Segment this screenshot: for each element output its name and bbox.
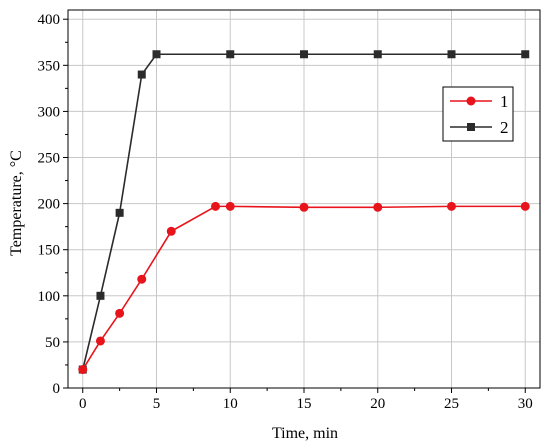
legend: 12 [442, 86, 514, 142]
series-2-line [81, 53, 526, 370]
series-layer [78, 50, 530, 375]
series-2-point [115, 208, 124, 217]
x-tick-label: 20 [370, 396, 385, 412]
series-2 [78, 50, 530, 374]
x-tick-label: 0 [79, 396, 87, 412]
series-1-point [520, 201, 530, 211]
series-1-point [115, 308, 125, 318]
series-1-point [95, 336, 105, 346]
legend-swatch-marker [466, 96, 476, 106]
series-1-point [225, 201, 235, 211]
series-1-point [211, 201, 220, 211]
series-1-point [166, 226, 176, 236]
x-tick-label: 5 [153, 396, 161, 412]
x-tick-label: 30 [518, 396, 533, 412]
series-2-point [96, 291, 105, 300]
y-tick-label: 100 [38, 289, 61, 305]
series-2-point [447, 50, 456, 59]
y-tick-label: 50 [45, 335, 60, 351]
legend-entry-1: 1 [450, 92, 509, 111]
y-tick-label: 150 [38, 243, 61, 259]
legend-swatch-marker [467, 123, 475, 131]
y-tick-label: 250 [38, 151, 61, 167]
series-1-point [373, 202, 383, 212]
series-2-point [521, 50, 530, 59]
legend-entry-2: 2 [450, 118, 509, 137]
series-1 [78, 201, 530, 375]
series-1-point [447, 201, 456, 211]
series-1-point [299, 202, 309, 212]
y-tick-label: 300 [38, 104, 61, 120]
legend-label: 1 [500, 92, 509, 111]
y-tick-label: 350 [38, 58, 61, 74]
series-1-point [78, 365, 88, 375]
x-axis-title: Time, min [272, 425, 338, 442]
x-tick-label: 25 [444, 396, 459, 412]
y-tick-label: 0 [53, 381, 61, 397]
series-2-point [300, 50, 308, 59]
series-1-point [137, 274, 147, 284]
x-tick-label: 10 [223, 396, 238, 412]
legend-box [442, 86, 514, 142]
y-tick-label: 200 [38, 197, 61, 213]
legend-label: 2 [500, 118, 509, 137]
x-tick-label: 15 [297, 396, 312, 412]
y-tick-label: 400 [38, 12, 61, 28]
series-2-point [373, 50, 382, 59]
series-2-point [152, 50, 161, 59]
series-2-point [226, 50, 235, 59]
grid [68, 10, 540, 389]
y-axis-title: Temperature, °C [8, 150, 25, 256]
series-2-point [137, 70, 146, 79]
